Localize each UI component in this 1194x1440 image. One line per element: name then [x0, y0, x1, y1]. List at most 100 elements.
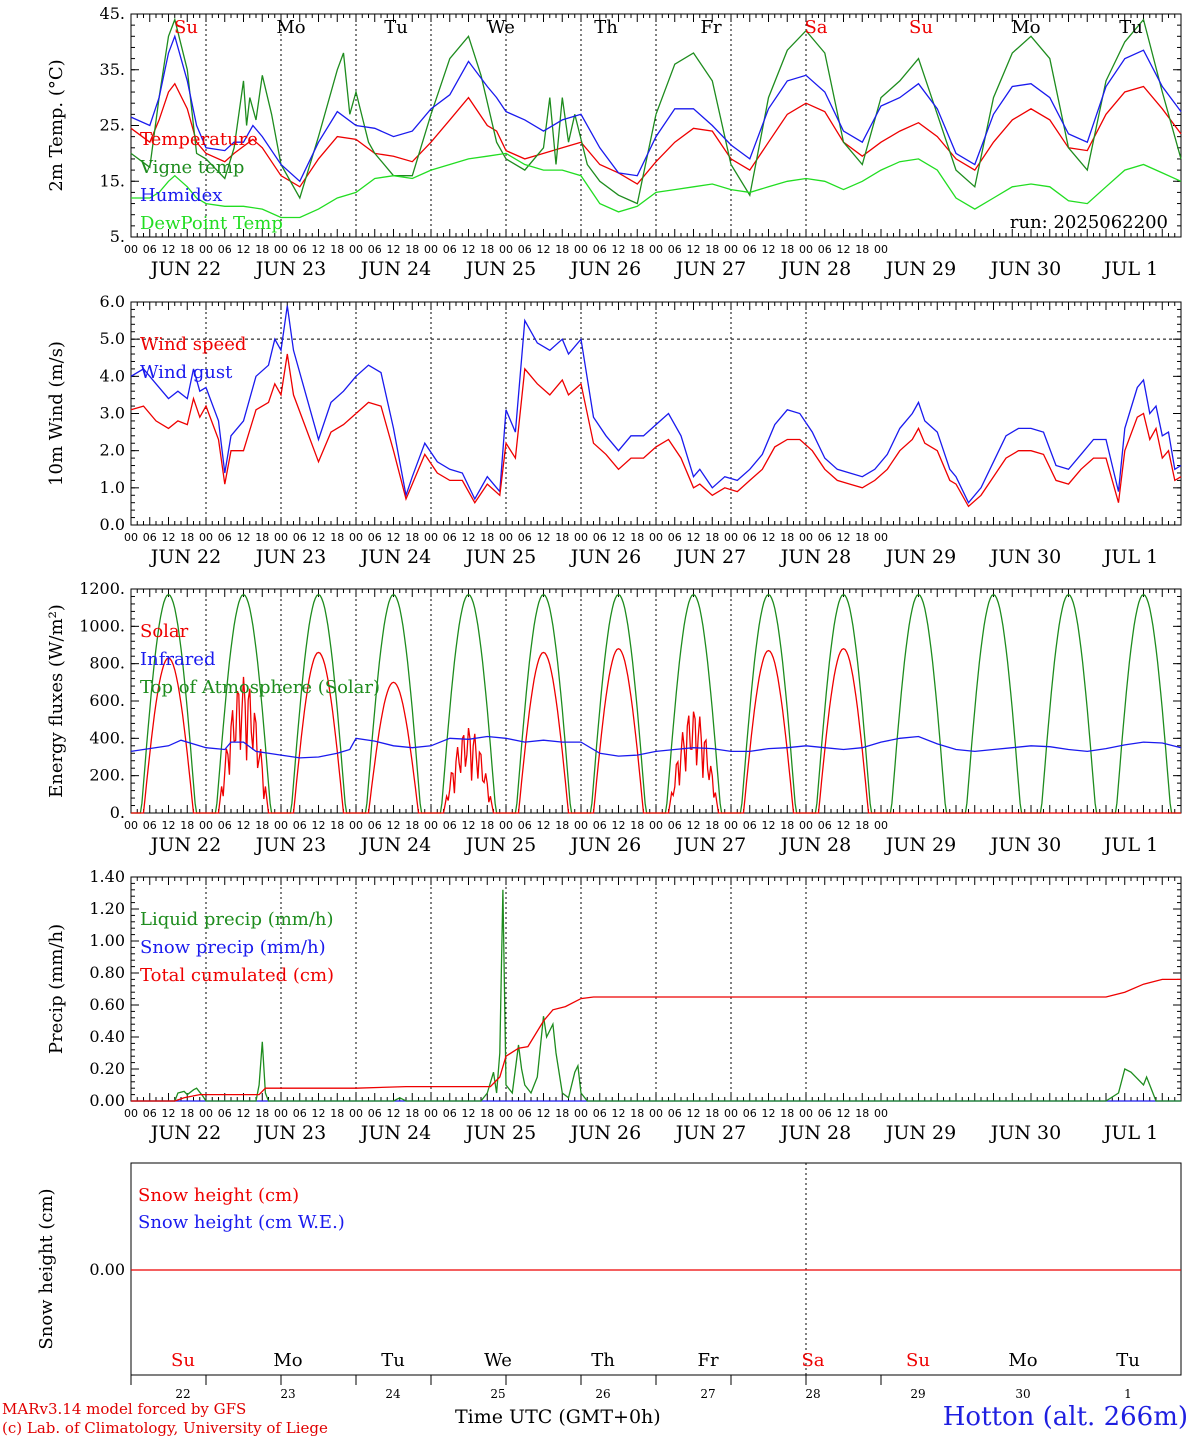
energy-hour-label: 00: [349, 819, 363, 832]
snow-legend-1: Snow height (cm W.E.): [138, 1212, 345, 1233]
precip-hour-label: 06: [218, 1107, 232, 1120]
day-number-bottom: 23: [280, 1387, 295, 1401]
energy-hour-label: 06: [293, 819, 307, 832]
precip-hour-label: 06: [368, 1107, 382, 1120]
energy-hour-label: 06: [368, 819, 382, 832]
energy-ytick-label: 1200.: [79, 579, 125, 598]
energy-hour-label: 18: [555, 819, 569, 832]
energy-hour-label: 06: [443, 819, 457, 832]
precip-ytick-label: 1.20: [89, 899, 125, 918]
energy-hour-label: 18: [330, 819, 344, 832]
temp-hour-label: 18: [255, 243, 269, 256]
energy-date-label: JUN 27: [674, 834, 746, 856]
energy-series-solar: [131, 647, 1181, 814]
precip-hour-label: 12: [387, 1107, 401, 1120]
precip-hour-label: 12: [462, 1107, 476, 1120]
snow-ytick-label: 0.00: [89, 1260, 125, 1279]
temp-hour-label: 12: [237, 243, 251, 256]
precip-ytick-label: 0.40: [89, 1027, 125, 1046]
day-label-bottom: Mo: [273, 1350, 302, 1371]
wind-hour-label: 00: [499, 531, 513, 544]
wind-series-blue: [130, 305, 1182, 504]
wind-hour-label: 00: [574, 531, 588, 544]
temp-hour-label: 18: [180, 243, 194, 256]
precip-hour-label: 06: [443, 1107, 457, 1120]
energy-ylabel: Energy fluxes (W/m²): [46, 604, 67, 798]
precip-hour-label: 12: [837, 1107, 851, 1120]
wind-hour-label: 00: [649, 531, 663, 544]
wind-hour-label: 12: [387, 531, 401, 544]
temp-hour-label: 18: [555, 243, 569, 256]
precip-hour-label: 06: [293, 1107, 307, 1120]
wind-hour-label: 06: [143, 531, 157, 544]
energy-legend-1: Infrared: [140, 649, 215, 670]
day-label-bottom: Fr: [697, 1350, 718, 1371]
wind-hour-label: 12: [612, 531, 626, 544]
temp-hour-label: 00: [799, 243, 813, 256]
precip-date-label: JUN 26: [569, 1122, 641, 1144]
wind-ytick-label: 4.0: [100, 366, 125, 385]
wind-hour-label: 06: [668, 531, 682, 544]
energy-ytick-label: 200.: [89, 766, 125, 785]
wind-ytick-label: 3.0: [100, 404, 125, 423]
wind-hour-label: 18: [855, 531, 869, 544]
temp-legend-0: Temperature: [140, 129, 258, 150]
precip-ytick-label: 1.40: [89, 867, 125, 886]
energy-hour-label: 18: [780, 819, 794, 832]
energy-hour-label: 12: [237, 819, 251, 832]
energy-hour-label: 00: [124, 819, 138, 832]
energy-ytick-label: 600.: [89, 691, 125, 710]
temp-hour-label: 12: [837, 243, 851, 256]
energy-hour-label: 00: [424, 819, 438, 832]
precip-hour-label: 18: [555, 1107, 569, 1120]
temp-date-label: JUN 29: [884, 258, 956, 280]
wind-hour-label: 12: [462, 531, 476, 544]
temp-hour-label: 00: [124, 243, 138, 256]
temp-hour-label: 06: [143, 243, 157, 256]
temp-hour-label: 06: [593, 243, 607, 256]
temp-hour-label: 18: [330, 243, 344, 256]
energy-ytick-label: 800.: [89, 654, 125, 673]
wind-series-red: [130, 353, 1182, 508]
precip-hour-label: 06: [143, 1107, 157, 1120]
wind-hour-label: 18: [555, 531, 569, 544]
temp-hour-label: 18: [480, 243, 494, 256]
precip-date-label: JUN 29: [884, 1122, 956, 1144]
precip-hour-label: 12: [237, 1107, 251, 1120]
precip-hour-label: 18: [330, 1107, 344, 1120]
energy-hour-label: 06: [218, 819, 232, 832]
temp-series-green: [130, 17, 1182, 205]
energy-hour-label: 18: [480, 819, 494, 832]
precip-series-liquid: [131, 889, 1181, 1102]
wind-hour-label: 06: [368, 531, 382, 544]
temp-hour-label: 12: [162, 243, 176, 256]
precip-legend-2: Total cumulated (cm): [140, 965, 334, 986]
energy-series-infrared: [130, 735, 1182, 759]
run-label: run: 2025062200: [1010, 212, 1168, 233]
day-label-top: Th: [594, 17, 618, 38]
day-label-top: Tu: [384, 17, 408, 38]
day-number-bottom: 27: [700, 1387, 715, 1401]
wind-date-label: JUN 22: [149, 546, 221, 568]
energy-legend-0: Solar: [140, 621, 189, 642]
snow-ylabel: Snow height (cm): [36, 1188, 57, 1349]
energy-hour-label: 00: [724, 819, 738, 832]
day-label-bottom: Tu: [381, 1350, 405, 1371]
wind-hour-label: 06: [218, 531, 232, 544]
temp-date-label: JUN 28: [779, 258, 851, 280]
temp-hour-label: 06: [668, 243, 682, 256]
precip-hour-label: 00: [124, 1107, 138, 1120]
precip-ytick-label: 0.80: [89, 963, 125, 982]
precip-hour-label: 00: [724, 1107, 738, 1120]
energy-date-label: JUN 23: [254, 834, 326, 856]
wind-hour-label: 00: [274, 531, 288, 544]
wind-legend-1: Wind gust: [140, 362, 233, 383]
precip-hour-label: 00: [424, 1107, 438, 1120]
temp-ylabel: 2m Temp. (°C): [46, 59, 67, 191]
energy-ytick-label: 1000.: [79, 616, 125, 635]
temp-hour-label: 12: [762, 243, 776, 256]
temp-hour-label: 06: [368, 243, 382, 256]
temp-hour-label: 00: [724, 243, 738, 256]
energy-date-label: JUN 30: [989, 834, 1061, 856]
